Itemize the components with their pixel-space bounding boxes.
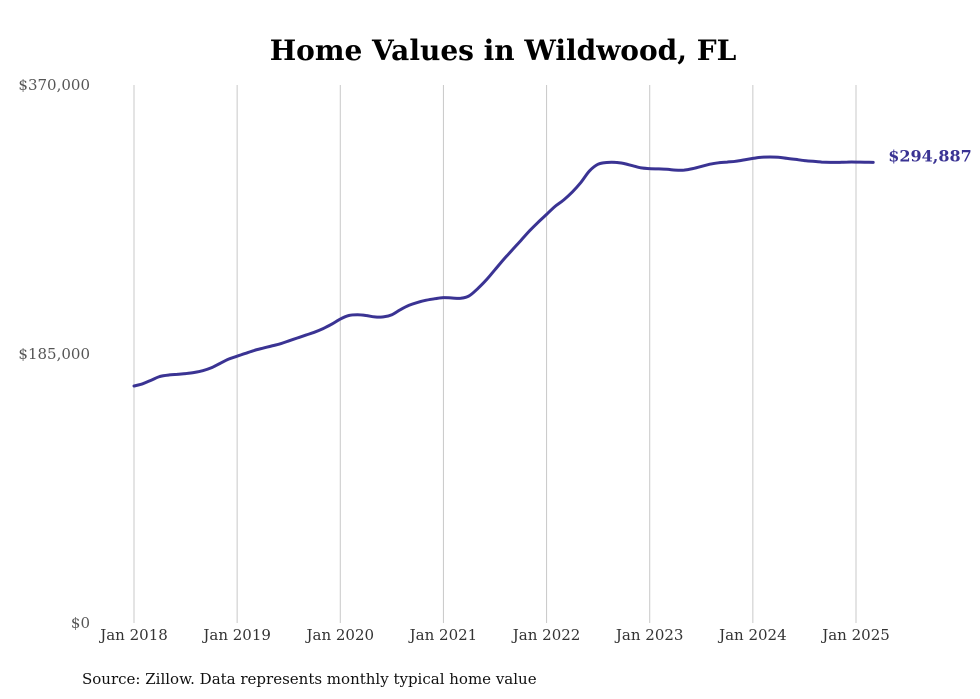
chart-title: Home Values in Wildwood, FL [270,34,737,67]
series-line [132,155,875,388]
gridlines [133,85,857,623]
x-tick-label: Jan 2020 [305,626,375,644]
x-tick-label: Jan 2024 [717,626,787,644]
x-tick-label: Jan 2019 [201,626,271,644]
y-tick-label: $370,000 [18,76,90,94]
y-tick-label: $0 [71,614,90,632]
x-tick-label: Jan 2022 [511,626,581,644]
x-tick-label: Jan 2018 [98,626,168,644]
y-tick-label: $185,000 [18,345,90,363]
y-axis-ticks: $0 $185,000 $370,000 [18,76,90,632]
series-layer: $294,887 [132,146,972,388]
x-axis-ticks: Jan 2018 Jan 2019 Jan 2020 Jan 2021 Jan 2022… [98,626,890,644]
x-tick-label: Jan 2025 [820,626,890,644]
series-end-label: $294,887 [888,146,972,165]
x-tick-label: Jan 2023 [614,626,684,644]
x-tick-label: Jan 2021 [408,626,478,644]
source-note: Source: Zillow. Data represents monthly … [82,670,537,688]
